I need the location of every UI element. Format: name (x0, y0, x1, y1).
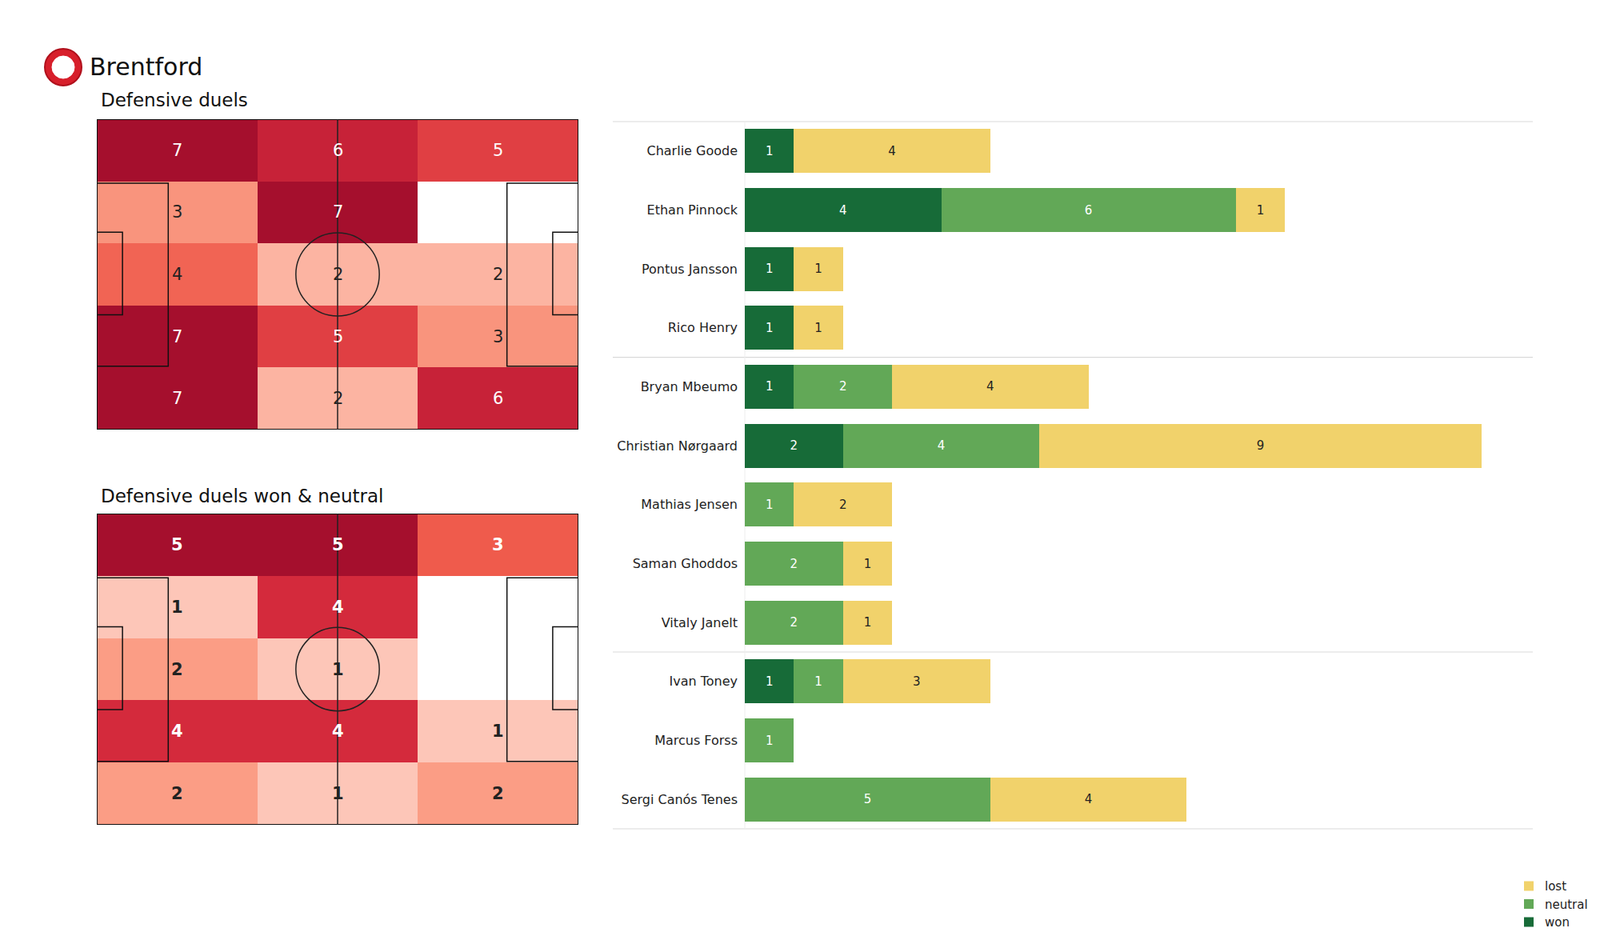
svg-text:5: 5 (332, 327, 344, 347)
svg-text:1: 1 (492, 721, 504, 741)
svg-text:Saman Ghoddos: Saman Ghoddos (632, 556, 738, 572)
svg-text:1: 1 (765, 379, 774, 394)
svg-text:4: 4 (888, 144, 896, 159)
svg-text:Marcus Forss: Marcus Forss (654, 732, 738, 748)
svg-text:2: 2 (492, 784, 504, 804)
svg-text:Defensive duels won & neutral: Defensive duels won & neutral (100, 485, 384, 507)
svg-text:Vitaly Janelt: Vitaly Janelt (661, 615, 738, 631)
svg-text:Ivan Toney: Ivan Toney (668, 673, 738, 689)
svg-text:1: 1 (814, 674, 823, 689)
svg-text:7: 7 (172, 140, 183, 160)
svg-text:5: 5 (492, 140, 504, 160)
svg-text:5: 5 (332, 535, 344, 555)
svg-text:2: 2 (790, 615, 799, 630)
svg-text:2: 2 (171, 784, 184, 804)
svg-text:Christian Nørgaard: Christian Nørgaard (616, 438, 738, 454)
svg-text:1: 1 (332, 660, 344, 680)
svg-text:Bryan Mbeumo: Bryan Mbeumo (640, 379, 738, 395)
svg-text:1: 1 (765, 733, 774, 748)
svg-text:1: 1 (864, 556, 872, 572)
svg-text:7: 7 (172, 327, 183, 347)
svg-text:lost: lost (1544, 879, 1567, 894)
svg-text:7: 7 (332, 202, 344, 222)
svg-text:2: 2 (790, 556, 799, 572)
svg-text:5: 5 (171, 535, 184, 555)
svg-text:1: 1 (765, 674, 774, 689)
svg-text:1: 1 (1256, 203, 1265, 218)
svg-text:1: 1 (332, 784, 344, 804)
svg-text:6: 6 (1084, 203, 1093, 218)
svg-text:Sergi Canós Tenes: Sergi Canós Tenes (620, 792, 738, 808)
svg-text:won: won (1544, 915, 1570, 930)
svg-text:Mathias Jensen: Mathias Jensen (640, 496, 738, 512)
svg-text:7: 7 (172, 388, 183, 408)
svg-text:6: 6 (332, 140, 344, 160)
svg-text:Rico Henry: Rico Henry (668, 320, 738, 336)
svg-text:1: 1 (171, 597, 184, 617)
svg-text:neutral: neutral (1544, 897, 1588, 912)
svg-text:4: 4 (172, 264, 183, 284)
svg-text:4: 4 (1084, 792, 1093, 807)
svg-text:Charlie Goode: Charlie Goode (647, 143, 739, 159)
svg-text:1: 1 (765, 144, 774, 159)
svg-text:2: 2 (492, 264, 504, 284)
svg-text:3: 3 (492, 535, 504, 555)
svg-text:2: 2 (839, 379, 848, 394)
svg-text:3: 3 (912, 674, 921, 689)
svg-text:9: 9 (1256, 438, 1265, 453)
svg-text:Brentford: Brentford (89, 52, 203, 81)
svg-text:4: 4 (171, 721, 184, 741)
svg-text:4: 4 (332, 597, 344, 617)
svg-text:Pontus Jansson: Pontus Jansson (641, 261, 738, 277)
svg-text:1: 1 (814, 320, 823, 336)
svg-text:5: 5 (864, 792, 872, 807)
svg-text:3: 3 (492, 327, 504, 347)
svg-text:4: 4 (332, 721, 344, 741)
svg-text:2: 2 (332, 388, 344, 408)
svg-text:2: 2 (839, 497, 848, 512)
svg-text:1: 1 (814, 261, 823, 276)
svg-text:2: 2 (171, 660, 184, 680)
svg-text:2: 2 (790, 438, 799, 453)
svg-text:1: 1 (765, 320, 774, 336)
svg-text:1: 1 (765, 261, 774, 276)
svg-text:6: 6 (492, 388, 504, 408)
svg-text:4: 4 (839, 203, 848, 218)
svg-text:1: 1 (864, 615, 872, 630)
svg-text:Defensive duels: Defensive duels (100, 89, 248, 111)
svg-text:2: 2 (332, 264, 344, 284)
svg-text:1: 1 (765, 497, 774, 512)
svg-text:4: 4 (937, 438, 946, 453)
svg-text:Ethan Pinnock: Ethan Pinnock (647, 202, 739, 218)
svg-text:3: 3 (172, 202, 183, 222)
svg-text:4: 4 (986, 379, 995, 394)
